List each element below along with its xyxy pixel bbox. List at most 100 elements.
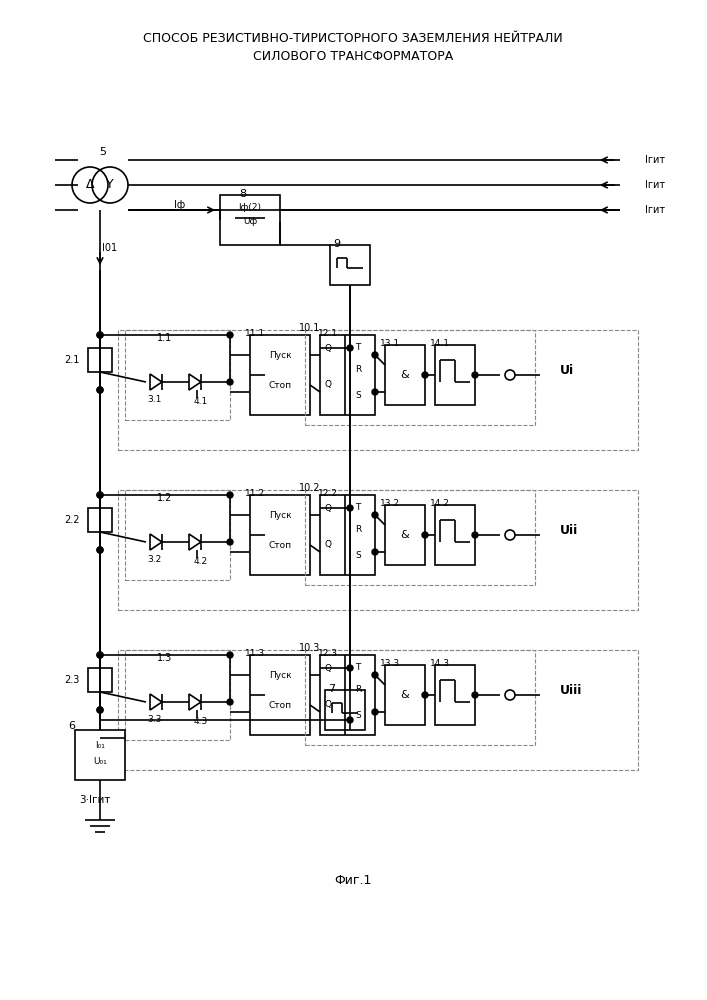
Text: 6: 6 <box>69 721 76 731</box>
Text: &: & <box>401 370 409 380</box>
Text: Uф: Uф <box>243 218 257 227</box>
Circle shape <box>97 492 103 498</box>
Bar <box>435 665 475 725</box>
Bar <box>125 650 230 740</box>
Text: Y: Y <box>106 178 114 192</box>
Text: 5: 5 <box>100 147 107 157</box>
Text: 1.3: 1.3 <box>158 653 173 663</box>
Text: 1.2: 1.2 <box>158 493 173 503</box>
Text: 4.1: 4.1 <box>194 397 208 406</box>
Text: Uiii: Uiii <box>560 684 583 696</box>
Bar <box>125 330 230 420</box>
Circle shape <box>97 707 103 713</box>
Circle shape <box>372 709 378 715</box>
Bar <box>88 348 112 372</box>
Circle shape <box>97 547 103 553</box>
Circle shape <box>347 665 353 671</box>
Polygon shape <box>189 694 201 710</box>
Text: Стоп: Стоп <box>269 700 291 710</box>
Circle shape <box>227 539 233 545</box>
Bar <box>385 505 425 565</box>
Bar <box>385 345 425 405</box>
Circle shape <box>422 532 428 538</box>
Text: R: R <box>355 365 361 374</box>
Text: T: T <box>356 664 361 672</box>
Circle shape <box>347 345 353 351</box>
Text: Пуск: Пуск <box>269 510 291 520</box>
Circle shape <box>372 512 378 518</box>
Circle shape <box>227 379 233 385</box>
Text: 14.1: 14.1 <box>430 340 450 349</box>
Text: Iгит: Iгит <box>645 180 665 190</box>
Circle shape <box>372 352 378 358</box>
Text: 12.1: 12.1 <box>318 330 338 338</box>
Text: I01: I01 <box>103 243 117 253</box>
Text: 13.1: 13.1 <box>380 340 400 349</box>
Circle shape <box>472 372 478 378</box>
Text: 10.3: 10.3 <box>299 643 321 653</box>
Circle shape <box>97 492 103 498</box>
Bar <box>320 335 375 415</box>
Text: 14.3: 14.3 <box>430 660 450 668</box>
Bar <box>320 655 375 735</box>
Text: U₀₁: U₀₁ <box>93 758 107 766</box>
Circle shape <box>97 707 103 713</box>
Text: Q: Q <box>325 664 332 672</box>
Bar <box>305 650 535 745</box>
Circle shape <box>97 387 103 393</box>
Text: &: & <box>401 690 409 700</box>
Text: 3.2: 3.2 <box>147 556 161 564</box>
Text: Uii: Uii <box>560 524 578 536</box>
Text: СПОСОБ РЕЗИСТИВНО-ТИРИСТОРНОГО ЗАЗЕМЛЕНИЯ НЕЙТРАЛИ: СПОСОБ РЕЗИСТИВНО-ТИРИСТОРНОГО ЗАЗЕМЛЕНИ… <box>143 31 563 44</box>
Text: 4.2: 4.2 <box>194 558 208 566</box>
Text: 13.3: 13.3 <box>380 660 400 668</box>
Text: 14.2: 14.2 <box>430 499 450 508</box>
Bar <box>305 490 535 585</box>
Text: 3.3: 3.3 <box>147 716 161 724</box>
Bar <box>385 665 425 725</box>
Circle shape <box>347 505 353 511</box>
Text: Пуск: Пуск <box>269 351 291 360</box>
Circle shape <box>97 652 103 658</box>
Polygon shape <box>189 534 201 550</box>
Text: R: R <box>355 686 361 694</box>
Bar <box>118 490 638 610</box>
Text: 2.1: 2.1 <box>64 355 80 365</box>
Polygon shape <box>150 534 162 550</box>
Text: Q̄: Q̄ <box>325 540 332 550</box>
Circle shape <box>472 692 478 698</box>
Text: Iгит: Iгит <box>645 205 665 215</box>
Text: 4.3: 4.3 <box>194 718 208 726</box>
Circle shape <box>505 530 515 540</box>
Circle shape <box>372 549 378 555</box>
Text: Пуск: Пуск <box>269 670 291 680</box>
Text: 11.2: 11.2 <box>245 489 265 498</box>
Text: 7: 7 <box>329 684 336 694</box>
Bar <box>118 330 638 450</box>
Text: Q̄: Q̄ <box>325 700 332 710</box>
Text: 11.3: 11.3 <box>245 650 265 658</box>
Circle shape <box>472 532 478 538</box>
Circle shape <box>97 652 103 658</box>
Bar <box>75 730 125 780</box>
Bar <box>118 650 638 770</box>
Circle shape <box>227 492 233 498</box>
Text: Iгит: Iгит <box>645 155 665 165</box>
Circle shape <box>97 332 103 338</box>
Text: 2.2: 2.2 <box>64 515 80 525</box>
Bar <box>305 330 535 425</box>
Circle shape <box>372 389 378 395</box>
Text: 2.3: 2.3 <box>64 675 80 685</box>
Circle shape <box>422 692 428 698</box>
Text: 13.2: 13.2 <box>380 499 400 508</box>
Text: T: T <box>356 504 361 512</box>
Bar <box>320 495 375 575</box>
Text: 9: 9 <box>334 239 341 249</box>
Bar <box>125 490 230 580</box>
Bar <box>88 508 112 532</box>
Circle shape <box>227 652 233 658</box>
Bar <box>88 668 112 692</box>
Circle shape <box>505 370 515 380</box>
Text: Q: Q <box>325 504 332 512</box>
Text: &: & <box>401 530 409 540</box>
